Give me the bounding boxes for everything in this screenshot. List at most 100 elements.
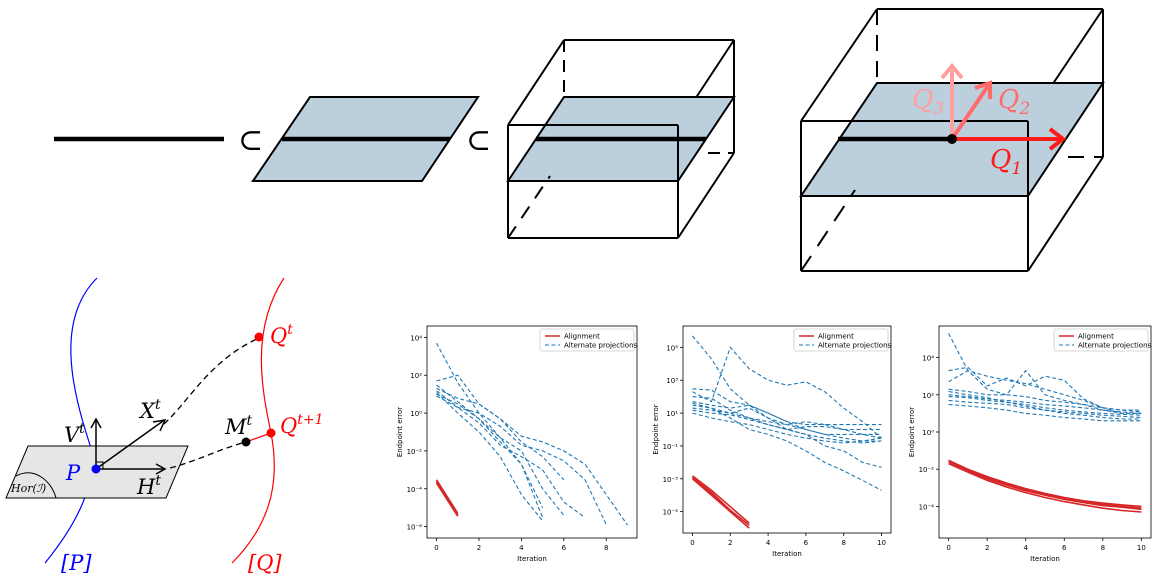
y-tick-label: 10¹ [666,410,678,418]
point-Mt [241,437,251,447]
alignment-series-line [948,460,1142,509]
label-Xt: Xt [138,397,161,423]
x-tick-label: 6 [1062,544,1067,552]
y-tick-label: 10⁵ [666,344,678,352]
point-Qt [254,332,264,342]
alternate-series-line [436,390,607,525]
label-Pclass: [P] [61,551,92,575]
label-Ht: Ht [136,473,161,499]
alternate-series-line [692,401,882,431]
y-axis-label: Endpoint error [652,404,660,454]
y-axis-label: Endpoint error [396,407,404,457]
label-Qclass: [Q] [248,551,282,575]
x-tick-label: 0 [434,544,438,552]
alternate-series-line [948,366,1142,414]
manifold-diagram: Hor(ℐ) P [P] [Q] Qt Qt+1 Mt Xt Vt Ht [5,277,323,575]
y-tick-label: 10³ [666,377,678,385]
x-axis-label: Iteration [772,550,802,558]
series-group [691,335,882,529]
x-tick-label: 6 [804,539,809,547]
y-axis-label: Endpoint error [908,407,916,457]
horizontal-arrowhead [155,463,167,475]
y-tick-label: 10⁴ [410,334,422,342]
box-edge [1027,156,1104,272]
label-Vt: Vt [64,421,85,447]
alignment-series-line [948,462,1142,513]
geodesic-to-Qt [163,337,260,425]
alternate-series-line [948,390,1142,420]
alignment-series-line [948,459,1142,508]
label-Qt: Qt [270,322,293,348]
legend-box [539,328,635,352]
q2-label: Q2 [998,85,1030,119]
alternate-series-line [948,396,1142,416]
alternate-series-line [692,396,882,468]
alternate-series-line [436,395,586,519]
box-hidden-edge [800,189,856,272]
series-group [948,333,1142,513]
chart-3: 0 2 4 6 8 10 10⁻⁴ 10⁻² 10⁰ 10² 10⁴ Iteration Endpoin… [908,325,1152,563]
alternate-series-line [692,346,882,439]
y-tick-label: 10⁻⁴ [919,503,935,511]
x-tick-label: 8 [1101,544,1105,552]
q3-label: Q3 [912,85,944,119]
plane-2d [251,96,480,182]
legend-box [793,328,889,352]
x-axis-label: Iteration [517,555,547,563]
y-tick-label: 10² [922,392,934,400]
alternate-series-line [692,412,882,444]
x-tick-label: 2 [477,544,481,552]
box-edge [677,152,735,239]
legend-alternate-label: Alternate projections [564,342,638,350]
y-tick-label: 10⁻³ [663,476,679,484]
alternate-series-line [436,374,565,481]
chart-1: 0 2 4 6 8 10⁻⁶ 10⁻⁴ 10⁻² 10⁰ 10² 10⁴ Iteration Endpo… [396,325,638,563]
y-tick-label: 10⁻⁶ [407,524,423,532]
label-Mt: Mt [224,413,253,439]
alternate-series-line [692,388,882,442]
alternate-series-line [948,388,1142,413]
y-tick-label: 10² [410,372,422,380]
vertical-arrowhead [90,417,102,429]
box-hidden-edge [507,175,551,239]
x-tick-label: 10 [1137,544,1146,552]
x-axis-label: Iteration [1030,555,1060,563]
box-3d [506,39,736,239]
y-tick-label: 10⁻⁵ [663,509,679,517]
x-tick-label: 8 [604,544,608,552]
y-tick-label: 10⁻² [407,448,423,456]
alternate-series-line [436,392,544,522]
nested-subspaces-diagram: ⊂ ⊂ [54,8,1105,272]
x-tick-label: 4 [766,539,771,547]
legend-box [1053,328,1149,352]
alternate-series-line [692,407,882,435]
x-tick-label: 0 [946,544,950,552]
y-tick-label: 10⁻⁴ [407,486,423,494]
x-tick-label: 6 [562,544,567,552]
x-tick-label: 8 [841,539,845,547]
alignment-series-line [691,476,731,513]
alignment-series-line [435,482,459,517]
q2-arrow [950,84,990,141]
alignment-series-line [435,479,459,514]
legend-alignment-label: Alignment [818,333,854,341]
origin-point [947,134,957,144]
axes-frame [426,325,638,539]
label-P: P [65,461,81,485]
x-tick-label: 2 [728,539,732,547]
chart-2: 0 2 4 6 8 10 10⁻⁵ 10⁻³ 10⁻¹ 10¹ 10³ 10⁵ Iteration End… [652,325,892,558]
y-tick-label: 10⁰ [410,410,422,418]
legend-alternate-label: Alternate projections [818,342,892,350]
x-arrowhead [152,419,167,432]
alternate-series-line [436,393,565,516]
alternate-series-line [948,333,1142,411]
point-P [91,464,101,474]
hor-label: Hor(ℐ) [10,482,46,495]
subset-symbol-2: ⊂ [466,123,491,158]
alternate-series-line [948,369,1142,414]
q1-label: Q1 [990,145,1022,179]
legend-alignment-label: Alignment [1078,333,1114,341]
q3-arrowhead [940,62,964,80]
alignment-series-line [692,475,750,524]
label-Qt1: Qt+1 [280,412,323,438]
